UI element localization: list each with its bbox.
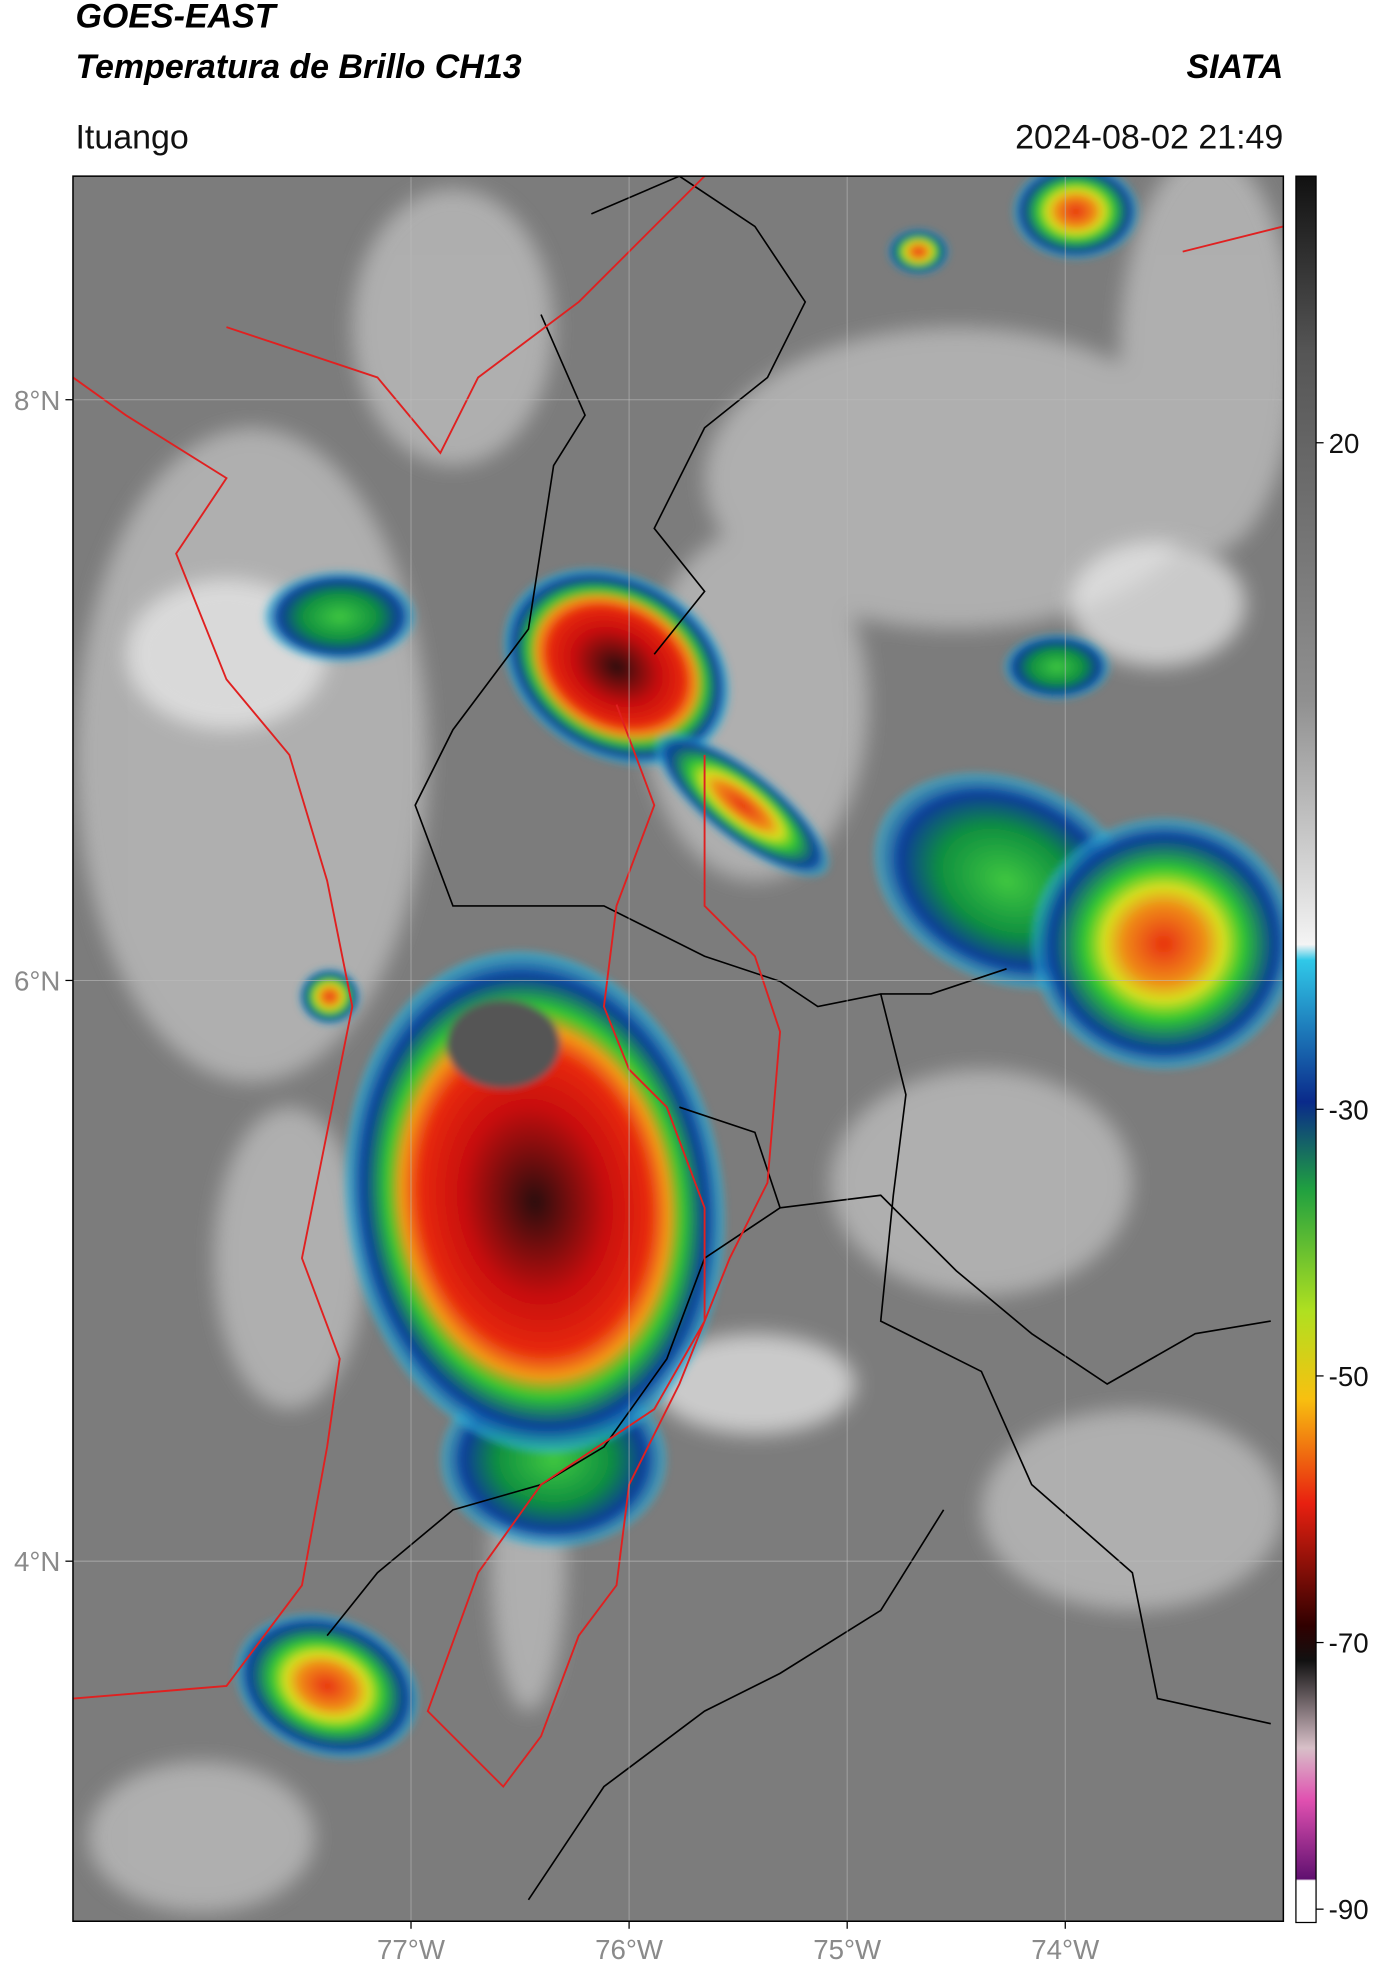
agency: SIATA <box>1186 48 1283 86</box>
map-frame <box>72 175 1285 1922</box>
location: Ituango <box>75 118 188 156</box>
colorbar-tick-label: -90 <box>1329 1894 1369 1925</box>
lon-tick-label: 77°W <box>377 1934 446 1965</box>
timestamp: 2024-08-02 21:49 <box>1015 118 1283 156</box>
lon-tick-label: 74°W <box>1031 1934 1100 1965</box>
lon-tick-label: 76°W <box>595 1934 664 1965</box>
lon-tick-label: 75°W <box>813 1934 882 1965</box>
colorbar-tick-label: -50 <box>1329 1361 1369 1392</box>
colorbar <box>1295 175 1317 1924</box>
source-title: GOES-EAST <box>75 0 278 36</box>
lat-tick-label: 4°N <box>14 1546 60 1577</box>
lat-tick-label: 6°N <box>14 966 60 997</box>
satellite-image <box>72 176 1284 1922</box>
colorbar-tick-label: -70 <box>1329 1628 1369 1659</box>
graticule <box>72 176 1284 1922</box>
product-title: Temperatura de Brillo CH13 <box>75 48 521 86</box>
lat-tick-label: 8°N <box>14 385 60 416</box>
colorbar-tick-label: 20 <box>1329 428 1360 459</box>
colorbar-tick-label: -30 <box>1329 1094 1369 1125</box>
